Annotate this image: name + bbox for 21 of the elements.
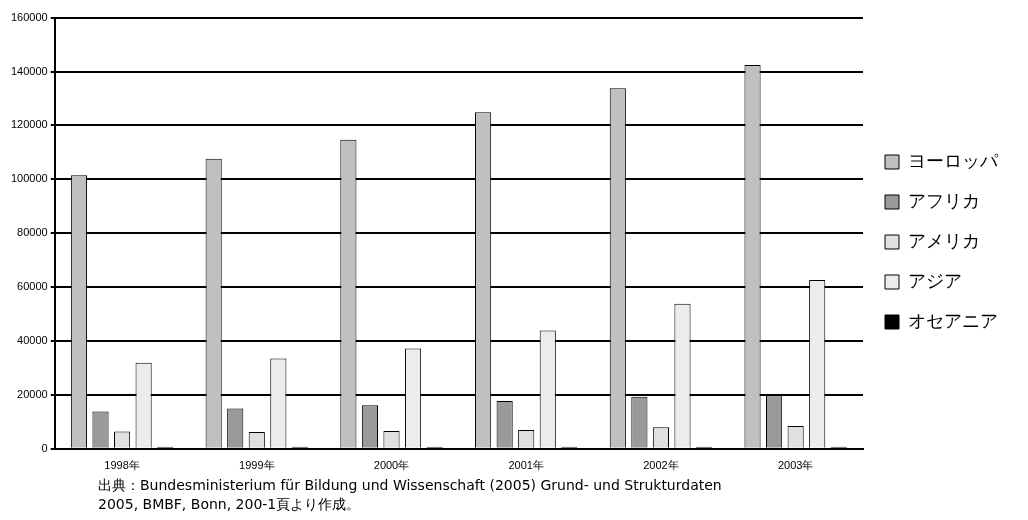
y-tick-label: 20000 <box>17 387 48 400</box>
x-tick-label: 2000年 <box>373 459 410 472</box>
x-tick-label: 2001年 <box>508 459 544 472</box>
y-tick-label: 140000 <box>10 64 48 77</box>
x-tick-label: 1998年 <box>104 459 140 472</box>
source-note: 出典：Bundesministerium für Bildung und Wissenschaft (2005) Grund- und Strukturdaten 2005, BMBF, Bonn, 200-1頁より作成。 <box>98 476 723 514</box>
y-tick-label: 0 <box>41 441 48 454</box>
x-tick-label: 2003年 <box>777 459 814 472</box>
legend-label: アジア <box>908 269 962 291</box>
y-tick-label: 160000 <box>10 10 48 23</box>
legend-label: ヨーロッパ <box>908 149 999 171</box>
y-tick-label: 40000 <box>17 334 48 347</box>
x-tick-label: 2002年 <box>643 459 679 472</box>
x-tick-label: 1999年 <box>239 459 275 472</box>
legend-label: アフリカ <box>908 189 980 211</box>
legend-label: アメリカ <box>908 229 980 251</box>
y-tick-label: 80000 <box>17 226 48 239</box>
y-tick-label: 60000 <box>17 280 48 293</box>
legend-label: オセアニア <box>908 309 998 331</box>
y-tick-label: 100000 <box>10 172 48 185</box>
y-tick-label: 120000 <box>10 118 48 131</box>
